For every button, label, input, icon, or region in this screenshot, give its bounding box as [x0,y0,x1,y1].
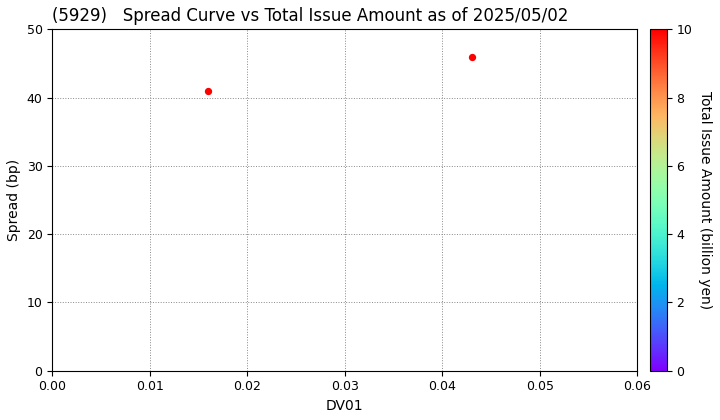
X-axis label: DV01: DV01 [326,399,364,413]
Point [202,87,214,94]
Y-axis label: Spread (bp): Spread (bp) [7,159,21,241]
Point [466,53,477,60]
Text: (5929)   Spread Curve vs Total Issue Amount as of 2025/05/02: (5929) Spread Curve vs Total Issue Amoun… [53,7,569,25]
Y-axis label: Total Issue Amount (billion yen): Total Issue Amount (billion yen) [698,91,712,309]
